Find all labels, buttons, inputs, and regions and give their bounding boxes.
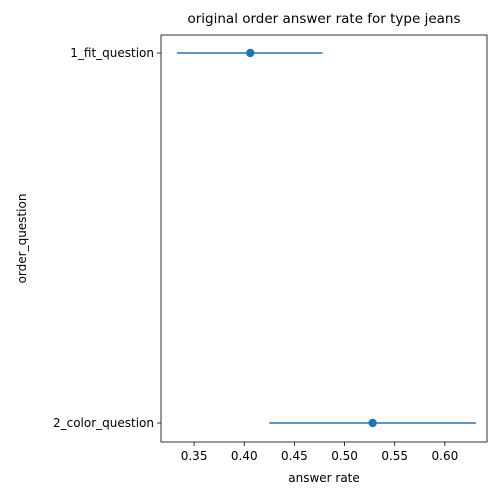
chart-title: original order answer rate for type jean… — [187, 11, 460, 27]
plot-area-frame — [160, 34, 488, 443]
x-tick-label: 0.35 — [181, 449, 208, 463]
y-tick-label: 1_fit_question — [70, 46, 154, 60]
y-axis-label: order_question — [15, 194, 29, 284]
x-tick-label: 0.60 — [432, 449, 459, 463]
series-answer-rate — [177, 48, 476, 428]
x-tick-label: 0.40 — [231, 449, 258, 463]
x-axis-label: answer rate — [288, 471, 360, 485]
y-axis-ticks: 1_fit_question 2_color_question — [53, 46, 161, 430]
x-tick-label: 0.45 — [281, 449, 308, 463]
x-tick-label: 0.55 — [381, 449, 408, 463]
data-point — [368, 418, 377, 428]
x-axis-ticks: 0.35 0.40 0.45 0.50 0.55 0.60 — [181, 442, 458, 463]
y-tick-label: 2_color_question — [53, 416, 154, 430]
x-tick-label: 0.50 — [331, 449, 358, 463]
data-point — [246, 48, 255, 58]
